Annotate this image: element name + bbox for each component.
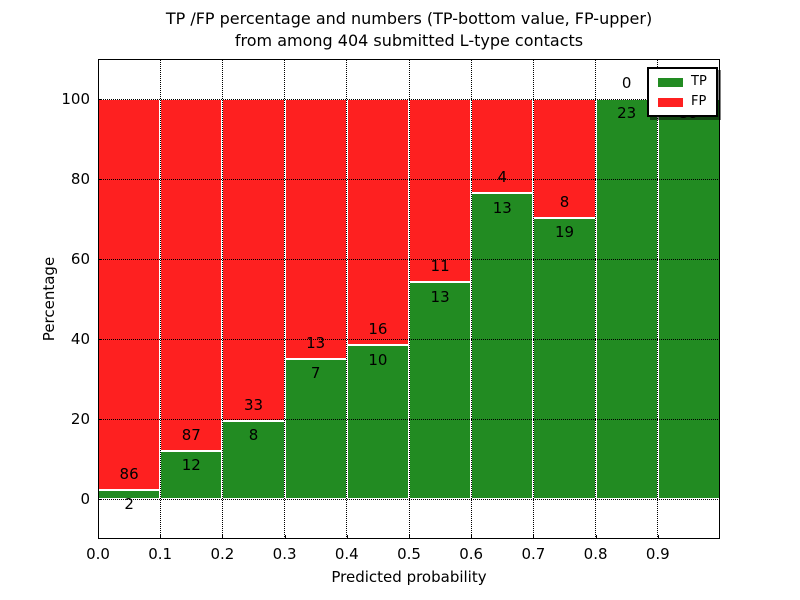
x-tick-label: 0.4 [334, 545, 359, 563]
bar-segment-tp [409, 282, 472, 499]
x-tick-mark [595, 535, 597, 539]
legend-item-tp: TP [658, 75, 707, 89]
bar-segment-tp [657, 99, 720, 499]
bar-segment-tp [160, 450, 223, 499]
x-tick-label: 0.6 [459, 545, 484, 563]
bar-segment-tp [222, 420, 285, 499]
bar-segment-tp [284, 359, 347, 499]
bar-segment-tp [533, 217, 596, 499]
bar-label-fp: 8 [559, 192, 570, 211]
bar-label-tp: 13 [430, 287, 450, 306]
x-tick-label: 0.8 [583, 545, 608, 563]
bar-segment-tp [471, 193, 534, 499]
bar-label-tp: 19 [554, 222, 575, 241]
gridline-vertical [284, 59, 286, 539]
bar-label-fp: 16 [368, 320, 388, 339]
bar-label-fp: 0 [621, 74, 632, 92]
x-tick-label: 0.2 [210, 545, 235, 563]
x-tick-label: 0.0 [86, 545, 110, 563]
legend: TP FP [647, 67, 718, 117]
bar-label-fp: 11 [430, 257, 450, 276]
bar-label-tp: 7 [310, 364, 321, 383]
x-tick-label: 0.9 [645, 545, 670, 563]
y-tick-mark [98, 498, 102, 500]
x-tick-mark [409, 535, 410, 539]
y-tick-mark [98, 338, 102, 340]
x-tick-mark [471, 535, 473, 539]
y-tick-mark [98, 418, 102, 420]
legend-swatch-fp-icon [658, 97, 683, 107]
x-tick-mark [160, 535, 162, 539]
gridline-vertical [657, 59, 659, 539]
bar-label-tp: 10 [368, 350, 388, 369]
bar-label-tp: 23 [617, 104, 637, 123]
gridline-vertical [532, 59, 534, 539]
bar-segment-fp [346, 99, 409, 346]
bar-label-tp: 2 [124, 495, 134, 514]
gridline-vertical [221, 59, 223, 539]
chart-title-line2: from among 404 submitted L-type contacts [234, 31, 584, 50]
gridline-vertical [346, 59, 348, 539]
plot-area: 28612878337131016131113419823059 [98, 59, 720, 539]
legend-item-fp: FP [658, 95, 707, 109]
legend-swatch-tp-icon [658, 77, 683, 87]
x-axis-label: Predicted probability [331, 568, 487, 586]
y-axis-label: Percentage [40, 256, 58, 342]
gridline-vertical [595, 59, 597, 539]
x-tick-label: 0.5 [397, 545, 421, 563]
x-tick-mark [98, 535, 99, 539]
y-tick-label: 40 [70, 330, 90, 348]
chart-title: TP /FP percentage and numbers (TP-bottom… [166, 8, 652, 52]
x-tick-mark [284, 535, 286, 539]
bar-segment-fp [284, 99, 347, 359]
bar-segment-fp [160, 99, 223, 451]
bar-label-tp: 12 [181, 455, 201, 474]
bar-label-fp: 4 [497, 168, 508, 187]
y-tick-mark [98, 178, 102, 180]
bar-segment-fp [222, 99, 285, 421]
gridline-vertical [470, 59, 472, 539]
bar-segment-fp [409, 99, 472, 283]
x-tick-label: 0.7 [521, 545, 546, 563]
x-tick-label: 0.1 [148, 545, 173, 563]
bar-segment-tp [595, 99, 658, 499]
bar-label-fp: 13 [306, 334, 326, 352]
y-tick-label: 0 [80, 490, 90, 508]
bar-segment-tp [346, 345, 409, 499]
y-tick-mark [98, 258, 102, 260]
x-tick-label: 0.3 [272, 545, 297, 563]
gridline-vertical [408, 59, 410, 539]
y-tick-label: 20 [70, 410, 90, 428]
x-tick-mark [222, 535, 224, 539]
gridline-vertical [159, 59, 161, 539]
bar-segment-fp [98, 99, 161, 490]
bar-label-fp: 87 [181, 425, 201, 444]
bar-segment-fp [471, 99, 534, 194]
y-tick-mark [98, 98, 102, 100]
legend-label-tp: TP [691, 74, 707, 89]
chart-title-line1: TP /FP percentage and numbers (TP-bottom… [165, 9, 653, 28]
bar-label-fp: 86 [119, 464, 139, 483]
x-tick-mark [657, 535, 659, 539]
y-tick-label: 60 [70, 250, 90, 268]
x-tick-mark [346, 535, 348, 539]
bar-label-fp: 33 [243, 395, 264, 414]
legend-label-fp: FP [691, 94, 707, 109]
bar-segment-fp [533, 99, 596, 218]
y-tick-label: 80 [70, 170, 90, 188]
x-tick-mark [533, 535, 535, 539]
bar-label-tp: 13 [492, 198, 512, 217]
bar-label-tp: 8 [248, 426, 259, 445]
y-tick-label: 100 [61, 90, 90, 108]
